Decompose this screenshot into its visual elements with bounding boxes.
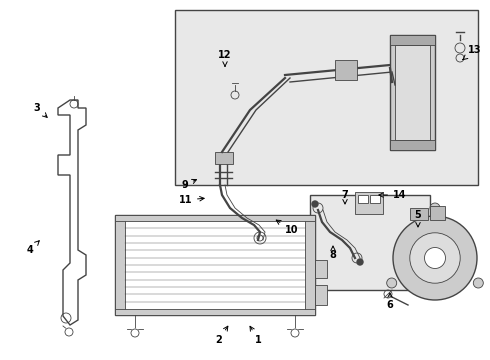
Bar: [310, 195, 430, 290]
Bar: [358, 195, 368, 203]
Bar: [335, 60, 357, 80]
Bar: [115, 215, 315, 221]
Text: 9: 9: [181, 179, 196, 190]
Bar: [370, 195, 380, 203]
Bar: [395, 45, 430, 140]
Bar: [115, 215, 315, 315]
Bar: [390, 140, 435, 150]
Circle shape: [357, 259, 363, 265]
Text: 10: 10: [276, 220, 298, 235]
Text: 11: 11: [178, 195, 204, 205]
Circle shape: [291, 329, 299, 337]
Bar: [215, 152, 233, 164]
Circle shape: [131, 329, 139, 337]
Circle shape: [387, 278, 397, 288]
Circle shape: [430, 203, 440, 213]
Text: 12: 12: [218, 50, 232, 66]
Bar: [115, 309, 315, 315]
Text: 5: 5: [415, 210, 421, 227]
Text: 1: 1: [250, 326, 262, 345]
Circle shape: [473, 278, 483, 288]
Bar: [390, 35, 435, 45]
Text: 7: 7: [342, 190, 348, 204]
Bar: [390, 35, 435, 150]
Bar: [315, 285, 327, 305]
Bar: [410, 208, 428, 220]
Text: 8: 8: [330, 246, 337, 260]
Circle shape: [410, 233, 460, 283]
Circle shape: [312, 201, 318, 207]
Circle shape: [424, 248, 445, 269]
Circle shape: [65, 328, 73, 336]
Circle shape: [393, 216, 477, 300]
Bar: [305, 215, 315, 315]
Bar: [430, 206, 445, 220]
Text: 4: 4: [26, 241, 39, 255]
Text: 14: 14: [379, 190, 407, 200]
Text: 2: 2: [215, 326, 228, 345]
Text: 3: 3: [34, 103, 47, 117]
Bar: [115, 215, 125, 315]
Bar: [355, 192, 383, 214]
Bar: [175, 10, 478, 185]
Text: 13: 13: [463, 45, 482, 60]
Text: 6: 6: [387, 293, 393, 310]
Bar: [315, 260, 327, 278]
